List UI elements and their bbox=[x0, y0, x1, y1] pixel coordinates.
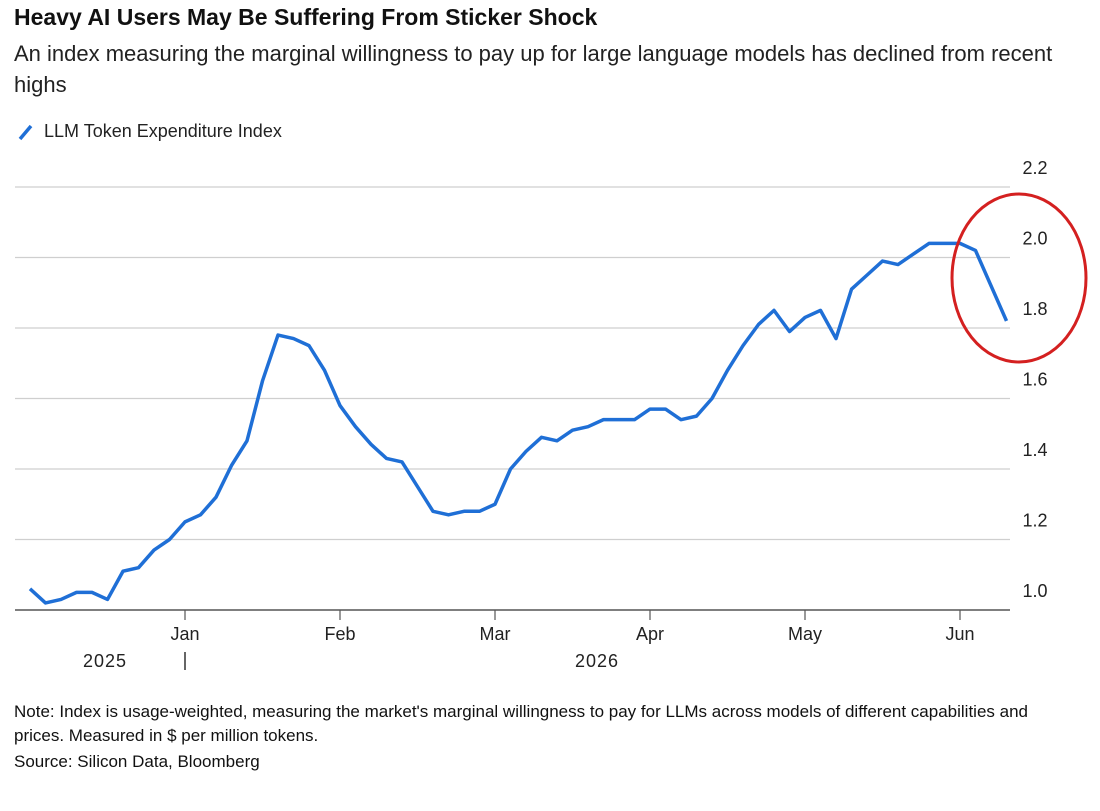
x-tick-label: Mar bbox=[480, 624, 511, 644]
y-tick-label: 2.0 bbox=[1022, 228, 1047, 248]
chart-title: Heavy AI Users May Be Suffering From Sti… bbox=[14, 4, 598, 30]
y-tick-label: 1.0 bbox=[1022, 581, 1047, 601]
x-tick-label: Jan bbox=[170, 624, 199, 644]
y-tick-label: 1.2 bbox=[1022, 510, 1047, 530]
y-tick-label: 1.4 bbox=[1022, 440, 1047, 460]
source: Source: Silicon Data, Bloomberg bbox=[14, 752, 260, 771]
y-tick-label: 2.2 bbox=[1022, 158, 1047, 178]
legend-label: LLM Token Expenditure Index bbox=[44, 121, 282, 141]
note: Note: Index is usage-weighted, measuring… bbox=[14, 702, 1028, 745]
year-label: 2025 bbox=[83, 651, 127, 671]
x-tick-label: Feb bbox=[324, 624, 355, 644]
x-tick-label: May bbox=[788, 624, 822, 644]
year-label: 2026 bbox=[575, 651, 619, 671]
x-tick-label: Apr bbox=[636, 624, 664, 644]
x-tick-label: Jun bbox=[945, 624, 974, 644]
y-tick-label: 1.6 bbox=[1022, 369, 1047, 389]
data-line bbox=[28, 241, 1009, 605]
y-tick-label: 1.8 bbox=[1022, 299, 1047, 319]
chart-subtitle: An index measuring the marginal willingn… bbox=[14, 41, 1053, 97]
highlight-circle bbox=[950, 192, 1088, 364]
legend-swatch bbox=[18, 124, 33, 141]
